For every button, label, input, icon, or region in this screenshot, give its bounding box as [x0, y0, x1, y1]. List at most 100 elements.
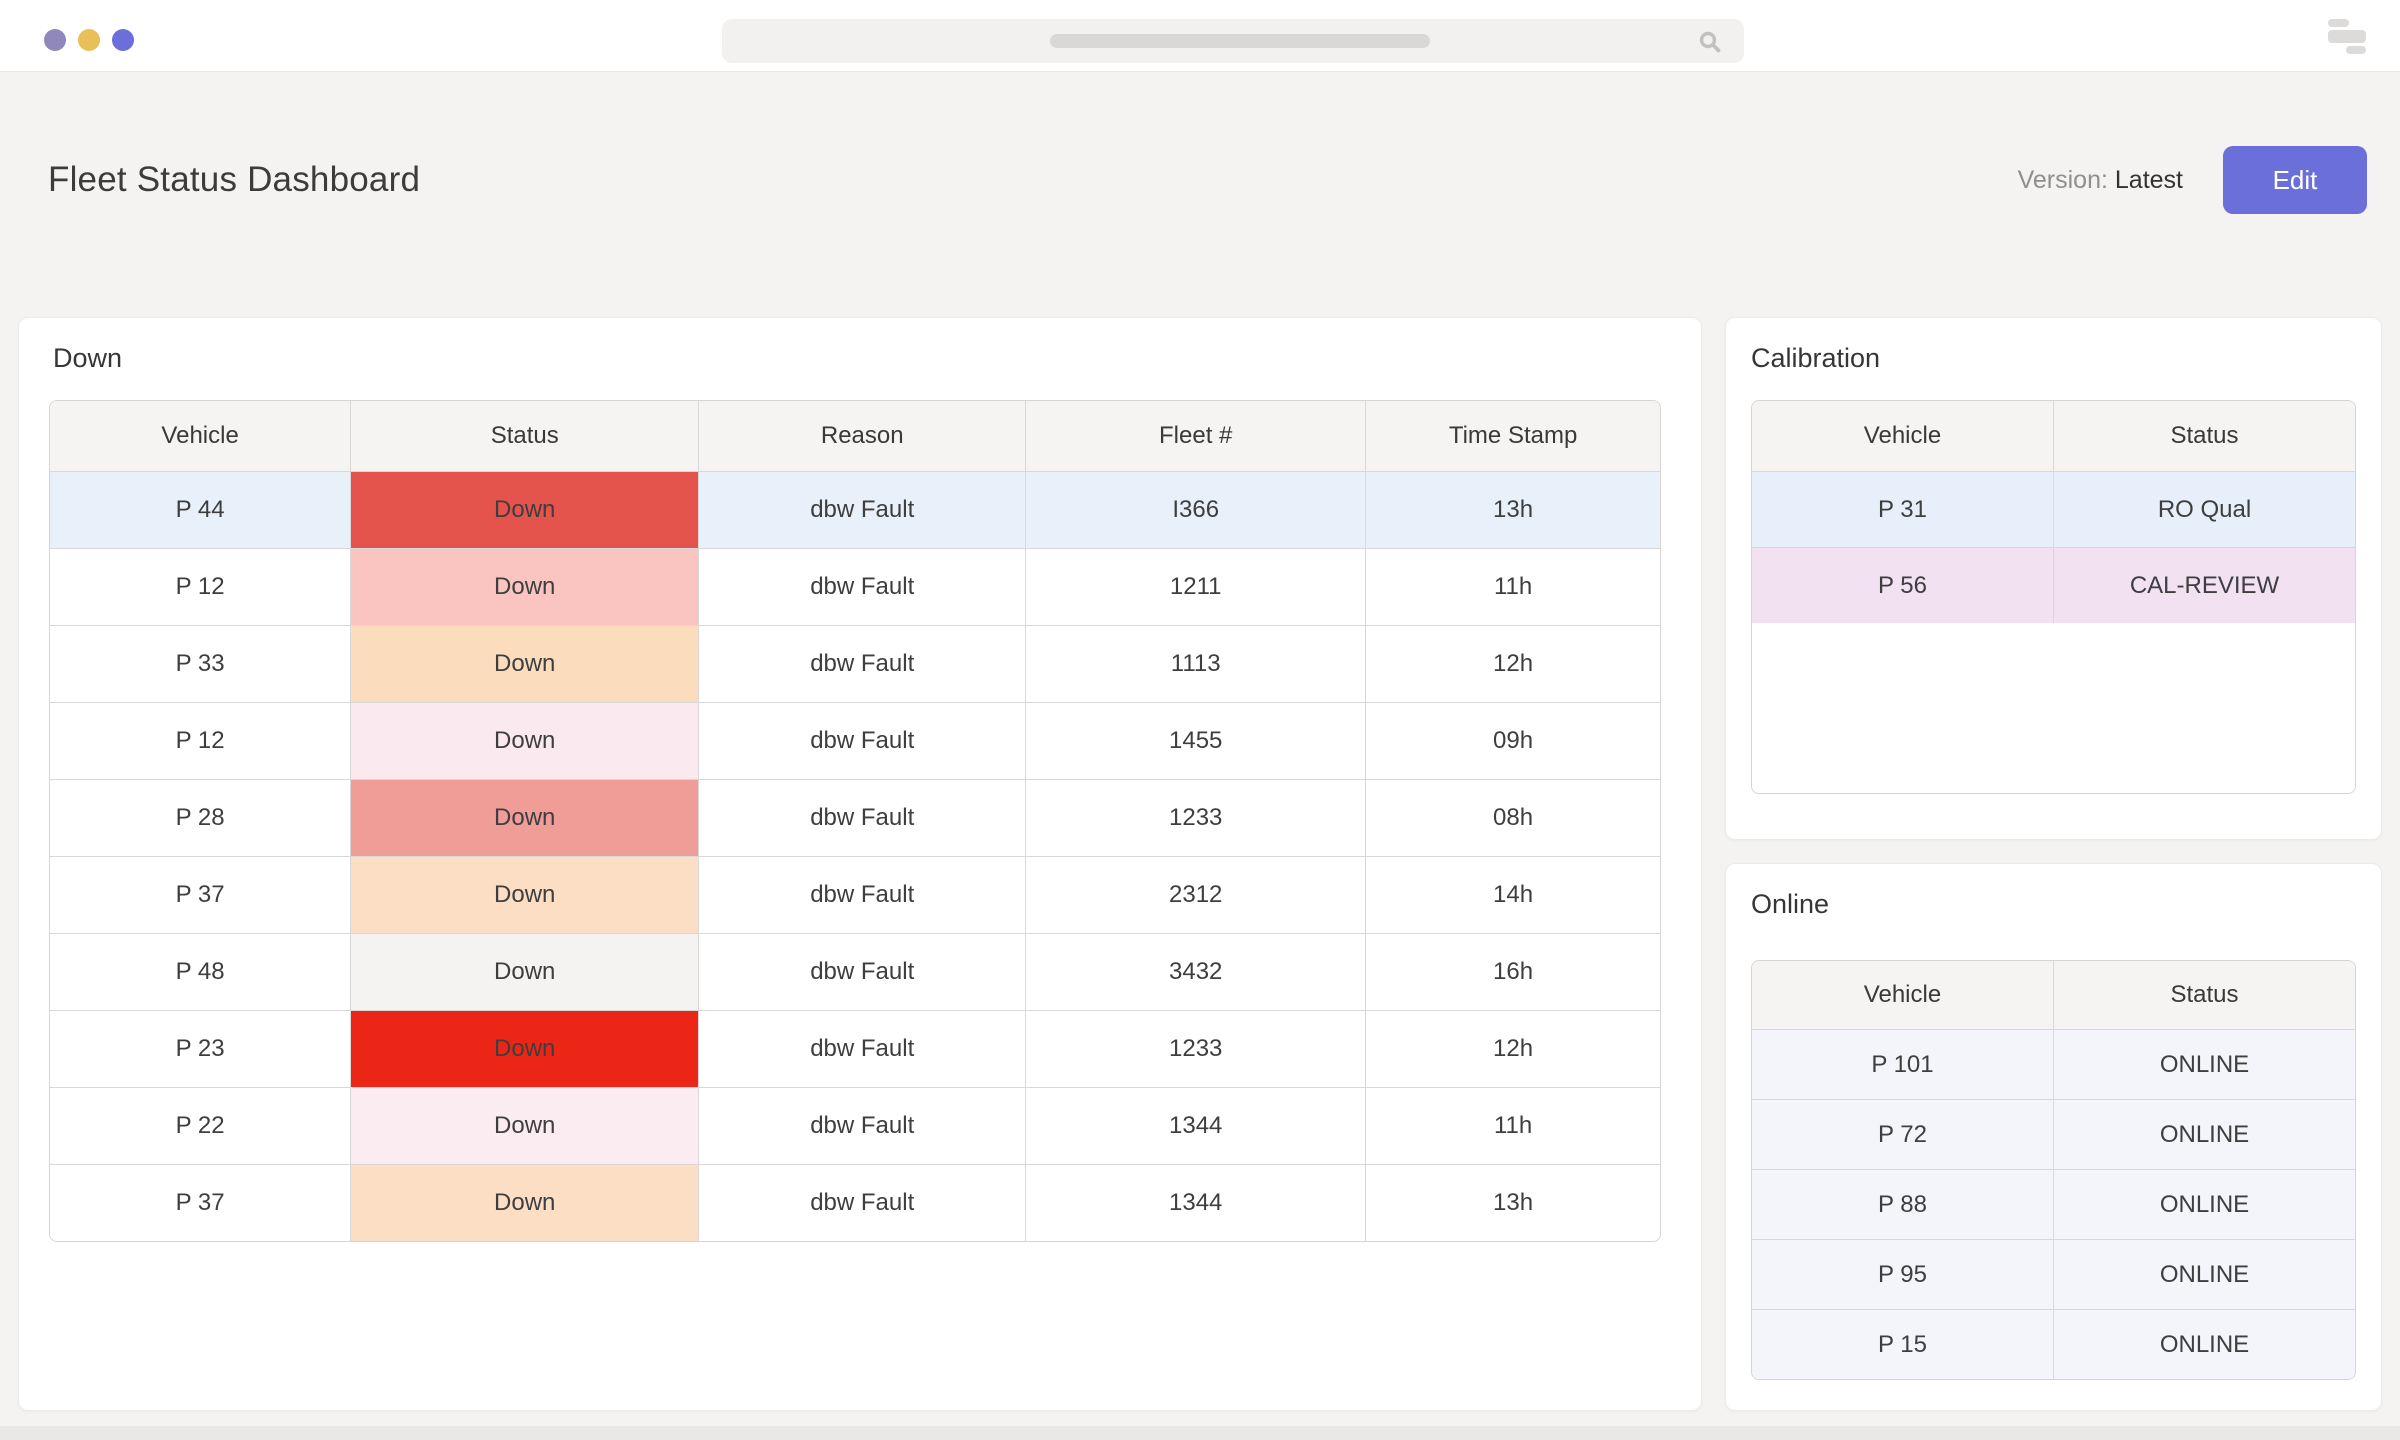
- table-row[interactable]: P 37Downdbw Fault134413h: [50, 1165, 1661, 1242]
- down-panel-title: Down: [53, 343, 1701, 374]
- menu-icon-bar: [2346, 46, 2366, 54]
- table-row[interactable]: P 33Downdbw Fault111312h: [50, 626, 1661, 703]
- cell-vehicle: P 95: [1752, 1240, 2054, 1310]
- cell-fleet: I366: [1026, 472, 1366, 549]
- header-right: Version: Latest Edit: [2018, 146, 2367, 214]
- cell-fleet: 1344: [1026, 1088, 1366, 1165]
- calibration-panel-title: Calibration: [1751, 343, 2356, 374]
- cell-reason: dbw Fault: [699, 1088, 1026, 1165]
- cell-time: 12h: [1366, 626, 1661, 703]
- cell-status: Down: [351, 472, 699, 549]
- column-header: Vehicle: [50, 401, 351, 472]
- column-header: Time Stamp: [1366, 401, 1661, 472]
- table-row[interactable]: P 23Downdbw Fault123312h: [50, 1011, 1661, 1088]
- cell-fleet: 1455: [1026, 703, 1366, 780]
- cell-reason: dbw Fault: [699, 780, 1026, 857]
- table-row[interactable]: P 12Downdbw Fault145509h: [50, 703, 1661, 780]
- column-header: Vehicle: [1752, 401, 2054, 472]
- cell-time: 11h: [1366, 549, 1661, 626]
- cell-time: 12h: [1366, 1011, 1661, 1088]
- cell-reason: dbw Fault: [699, 934, 1026, 1011]
- cell-vehicle: P 28: [50, 780, 351, 857]
- cell-time: 16h: [1366, 934, 1661, 1011]
- bottom-strip: [0, 1426, 2400, 1440]
- search-input[interactable]: [722, 19, 1744, 63]
- online-table-wrap: VehicleStatus P 101ONLINEP 72ONLINEP 88O…: [1751, 960, 2356, 1380]
- cell-reason: dbw Fault: [699, 857, 1026, 934]
- cell-vehicle: P 31: [1752, 472, 2054, 548]
- cell-status: ONLINE: [2054, 1240, 2356, 1310]
- table-row[interactable]: P 28Downdbw Fault123308h: [50, 780, 1661, 857]
- cell-fleet: 1211: [1026, 549, 1366, 626]
- down-table-wrap: VehicleStatusReasonFleet #Time Stamp P 4…: [49, 400, 1661, 1242]
- cell-vehicle: P 37: [50, 857, 351, 934]
- table-row[interactable]: P 31RO Qual: [1752, 472, 2356, 548]
- cell-status: Down: [351, 549, 699, 626]
- cell-status: Down: [351, 703, 699, 780]
- window-dot-2[interactable]: [78, 29, 100, 51]
- table-row[interactable]: P 44Downdbw FaultI36613h: [50, 472, 1661, 549]
- version-text: Version: Latest: [2018, 166, 2183, 195]
- table-row[interactable]: P 15ONLINE: [1752, 1310, 2356, 1380]
- cell-fleet: 1344: [1026, 1165, 1366, 1242]
- cell-status: Down: [351, 1165, 699, 1242]
- cell-vehicle: P 101: [1752, 1030, 2054, 1100]
- window-controls: [44, 29, 134, 51]
- cell-time: 13h: [1366, 472, 1661, 549]
- cell-vehicle: P 22: [50, 1088, 351, 1165]
- version-label: Version:: [2018, 166, 2108, 194]
- table-row[interactable]: P 48Downdbw Fault343216h: [50, 934, 1661, 1011]
- calibration-table-wrap: VehicleStatus P 31RO QualP 56CAL-REVIEW: [1751, 400, 2356, 794]
- table-row[interactable]: P 12Downdbw Fault121111h: [50, 549, 1661, 626]
- cell-status: ONLINE: [2054, 1170, 2356, 1240]
- search-icon[interactable]: [1698, 30, 1722, 59]
- topbar: [0, 0, 2400, 72]
- cell-reason: dbw Fault: [699, 1165, 1026, 1242]
- cell-vehicle: P 48: [50, 934, 351, 1011]
- cell-time: 11h: [1366, 1088, 1661, 1165]
- menu-icon-bar: [2328, 19, 2349, 27]
- cell-vehicle: P 12: [50, 703, 351, 780]
- table-row[interactable]: P 101ONLINE: [1752, 1030, 2356, 1100]
- cell-vehicle: P 33: [50, 626, 351, 703]
- column-header: Status: [2054, 961, 2356, 1030]
- cell-status: Down: [351, 626, 699, 703]
- menu-icon-bar: [2328, 30, 2366, 43]
- down-table: VehicleStatusReasonFleet #Time Stamp P 4…: [49, 400, 1661, 1242]
- cell-fleet: 3432: [1026, 934, 1366, 1011]
- menu-icon[interactable]: [2328, 19, 2368, 55]
- cell-vehicle: P 15: [1752, 1310, 2054, 1380]
- cell-status: ONLINE: [2054, 1100, 2356, 1170]
- cell-fleet: 2312: [1026, 857, 1366, 934]
- table-header-row: VehicleStatusReasonFleet #Time Stamp: [50, 401, 1661, 472]
- table-header-row: VehicleStatus: [1752, 961, 2356, 1030]
- table-row[interactable]: P 56CAL-REVIEW: [1752, 548, 2356, 624]
- cell-vehicle: P 44: [50, 472, 351, 549]
- cell-vehicle: P 37: [50, 1165, 351, 1242]
- column-header: Vehicle: [1752, 961, 2054, 1030]
- cell-vehicle: P 23: [50, 1011, 351, 1088]
- table-row[interactable]: P 22Downdbw Fault134411h: [50, 1088, 1661, 1165]
- cell-status: Down: [351, 1088, 699, 1165]
- window-dot-3[interactable]: [112, 29, 134, 51]
- cell-vehicle: P 88: [1752, 1170, 2054, 1240]
- calibration-empty-area: [1752, 623, 2355, 793]
- online-panel-title: Online: [1751, 889, 2356, 920]
- table-row[interactable]: P 37Downdbw Fault231214h: [50, 857, 1661, 934]
- version-value: Latest: [2115, 166, 2183, 194]
- table-row[interactable]: P 72ONLINE: [1752, 1100, 2356, 1170]
- window-dot-1[interactable]: [44, 29, 66, 51]
- online-panel: Online VehicleStatus P 101ONLINEP 72ONLI…: [1725, 863, 2382, 1411]
- cell-time: 14h: [1366, 857, 1661, 934]
- page-title: Fleet Status Dashboard: [48, 160, 420, 200]
- cell-time: 13h: [1366, 1165, 1661, 1242]
- cell-vehicle: P 12: [50, 549, 351, 626]
- page-header: Fleet Status Dashboard Version: Latest E…: [48, 140, 2367, 220]
- cell-reason: dbw Fault: [699, 472, 1026, 549]
- online-table: VehicleStatus P 101ONLINEP 72ONLINEP 88O…: [1751, 960, 2356, 1380]
- column-header: Status: [2054, 401, 2356, 472]
- table-row[interactable]: P 88ONLINE: [1752, 1170, 2356, 1240]
- edit-button[interactable]: Edit: [2223, 146, 2367, 214]
- table-row[interactable]: P 95ONLINE: [1752, 1240, 2356, 1310]
- search-placeholder-pill: [1050, 34, 1430, 48]
